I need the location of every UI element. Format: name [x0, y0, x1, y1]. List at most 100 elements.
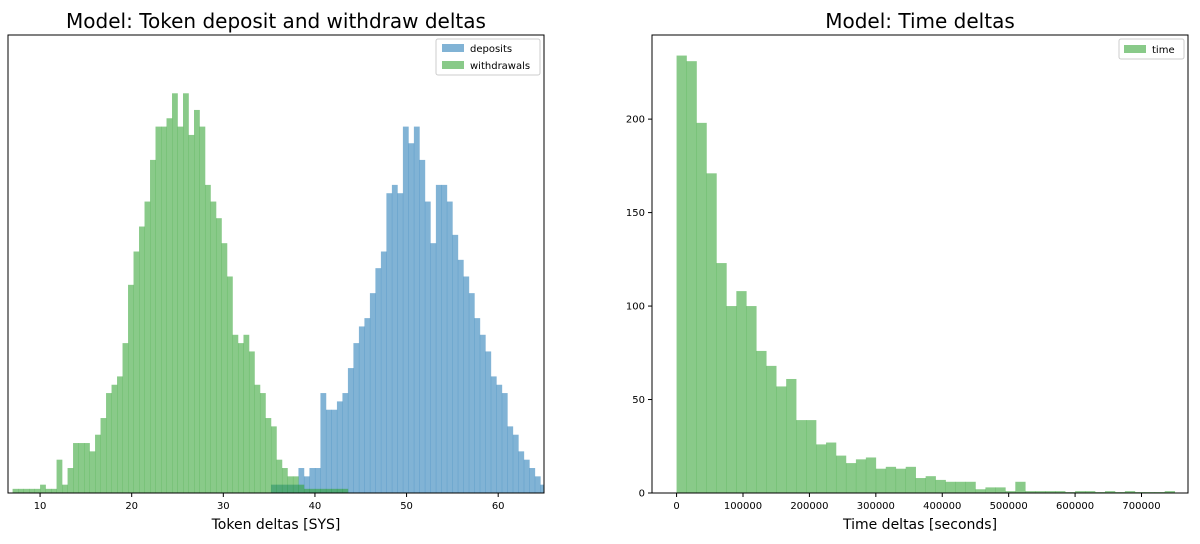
histogram-bar — [965, 481, 976, 493]
histogram-bar — [855, 459, 867, 493]
legend-swatch-withdrawals — [442, 61, 464, 69]
histogram-bar — [676, 55, 687, 494]
x-tick-label: 20 — [125, 501, 138, 512]
legend-label-time: time — [1152, 45, 1175, 56]
histogram-bar — [358, 326, 365, 493]
token-deltas-chart: Model: Token deposit and withdraw deltas… — [7, 9, 545, 533]
y-tick-label: 0 — [639, 489, 645, 500]
histogram-bar — [1164, 491, 1176, 493]
histogram-bar — [1104, 491, 1116, 493]
y-tick-label: 200 — [626, 115, 645, 126]
histogram-bar — [1124, 491, 1136, 493]
histogram-bar — [935, 479, 946, 493]
histogram-bar — [806, 420, 817, 493]
histogram-bar — [56, 459, 63, 493]
histogram-bar — [441, 184, 448, 493]
histogram-bar — [391, 184, 398, 493]
histogram-bar — [435, 184, 442, 493]
histogram-bar — [885, 466, 897, 493]
histogram-bar — [736, 291, 747, 493]
histogram-bar — [226, 276, 233, 493]
histogram-bar — [895, 468, 907, 493]
histogram-bar — [12, 488, 19, 493]
histogram-bar — [270, 426, 277, 493]
histogram-bar — [474, 318, 481, 493]
histogram-bar — [402, 126, 409, 493]
histogram-bar — [845, 463, 857, 493]
histogram-bar — [835, 455, 847, 493]
x-tick-label: 400000 — [923, 501, 961, 512]
histogram-bar — [78, 443, 85, 493]
histogram-bar — [1015, 481, 1026, 493]
histogram-bar — [716, 263, 727, 493]
histogram-bar — [248, 351, 255, 493]
histogram-bar — [259, 393, 266, 493]
histogram-bar — [117, 376, 123, 493]
histogram-bar — [419, 159, 426, 493]
histogram-bar — [375, 268, 382, 493]
x-tick-label: 600000 — [1056, 501, 1094, 512]
y-tick-label: 50 — [632, 395, 645, 406]
histogram-bar — [529, 468, 536, 493]
x-tick-label: 100000 — [724, 501, 762, 512]
histogram-bar — [243, 334, 250, 493]
legend: time — [1118, 38, 1185, 60]
histogram-bar — [995, 487, 1006, 493]
histogram-bar — [320, 393, 327, 493]
legend-swatch-deposits — [442, 44, 464, 52]
histogram-bar — [915, 478, 926, 493]
histogram-bar — [199, 126, 206, 493]
histogram-bar — [534, 476, 541, 493]
histogram-bar — [303, 488, 310, 493]
legend-box — [1118, 38, 1185, 60]
histogram-bar — [507, 426, 514, 493]
histogram-bar — [34, 488, 41, 493]
histogram-bar — [347, 368, 354, 493]
histogram-bar — [364, 318, 371, 493]
histogram-bar — [397, 193, 404, 493]
histogram-bar — [122, 343, 129, 493]
histogram-bar — [276, 459, 283, 493]
histogram-bar — [696, 122, 707, 494]
histogram-bar — [1025, 491, 1036, 493]
histogram-bar — [816, 444, 827, 493]
x-tick-label: 300000 — [857, 501, 895, 512]
histogram-bar — [457, 259, 464, 493]
histogram-bar — [369, 293, 376, 493]
histogram-bar — [413, 126, 420, 493]
histogram-bar — [155, 126, 162, 493]
histogram-bar — [766, 365, 777, 493]
y-axis-ticks: 0 50 100 150 200 — [626, 115, 652, 500]
legend: deposits withdrawals — [435, 38, 541, 76]
y-tick-label: 100 — [626, 302, 645, 313]
histogram-bar — [111, 384, 118, 493]
histogram-bar — [512, 434, 519, 493]
histogram-bar — [501, 393, 508, 493]
histogram-bar — [786, 378, 797, 493]
histogram-bar — [479, 334, 486, 493]
histogram-bar — [45, 488, 52, 493]
histogram-bar — [292, 476, 299, 493]
x-axis-ticks: 0 100000 200000 300000 400000 500000 600000 700… — [673, 493, 1161, 512]
histogram-bar — [40, 484, 46, 493]
histogram-bar — [287, 476, 294, 493]
histogram-bar — [925, 476, 936, 493]
histogram-bar — [100, 418, 107, 493]
histogram-bar — [518, 451, 525, 493]
histogram-bar — [172, 93, 178, 493]
x-tick-label: 40 — [309, 501, 322, 512]
histogram-bar — [215, 218, 222, 493]
histogram-bar — [177, 126, 184, 493]
histogram-bar — [128, 284, 134, 493]
histogram-bar — [905, 466, 916, 493]
x-axis-ticks: 10 20 30 40 50 60 — [34, 493, 505, 512]
histogram-bar — [686, 61, 697, 494]
histogram-bar — [221, 243, 228, 493]
histogram-bar — [237, 343, 244, 493]
histogram-bar — [353, 343, 360, 493]
histogram-bar — [265, 418, 272, 493]
x-axis-label: Token deltas [SYS] — [211, 517, 341, 533]
histogram-bar — [726, 306, 737, 493]
legend-label-deposits: deposits — [470, 44, 512, 55]
